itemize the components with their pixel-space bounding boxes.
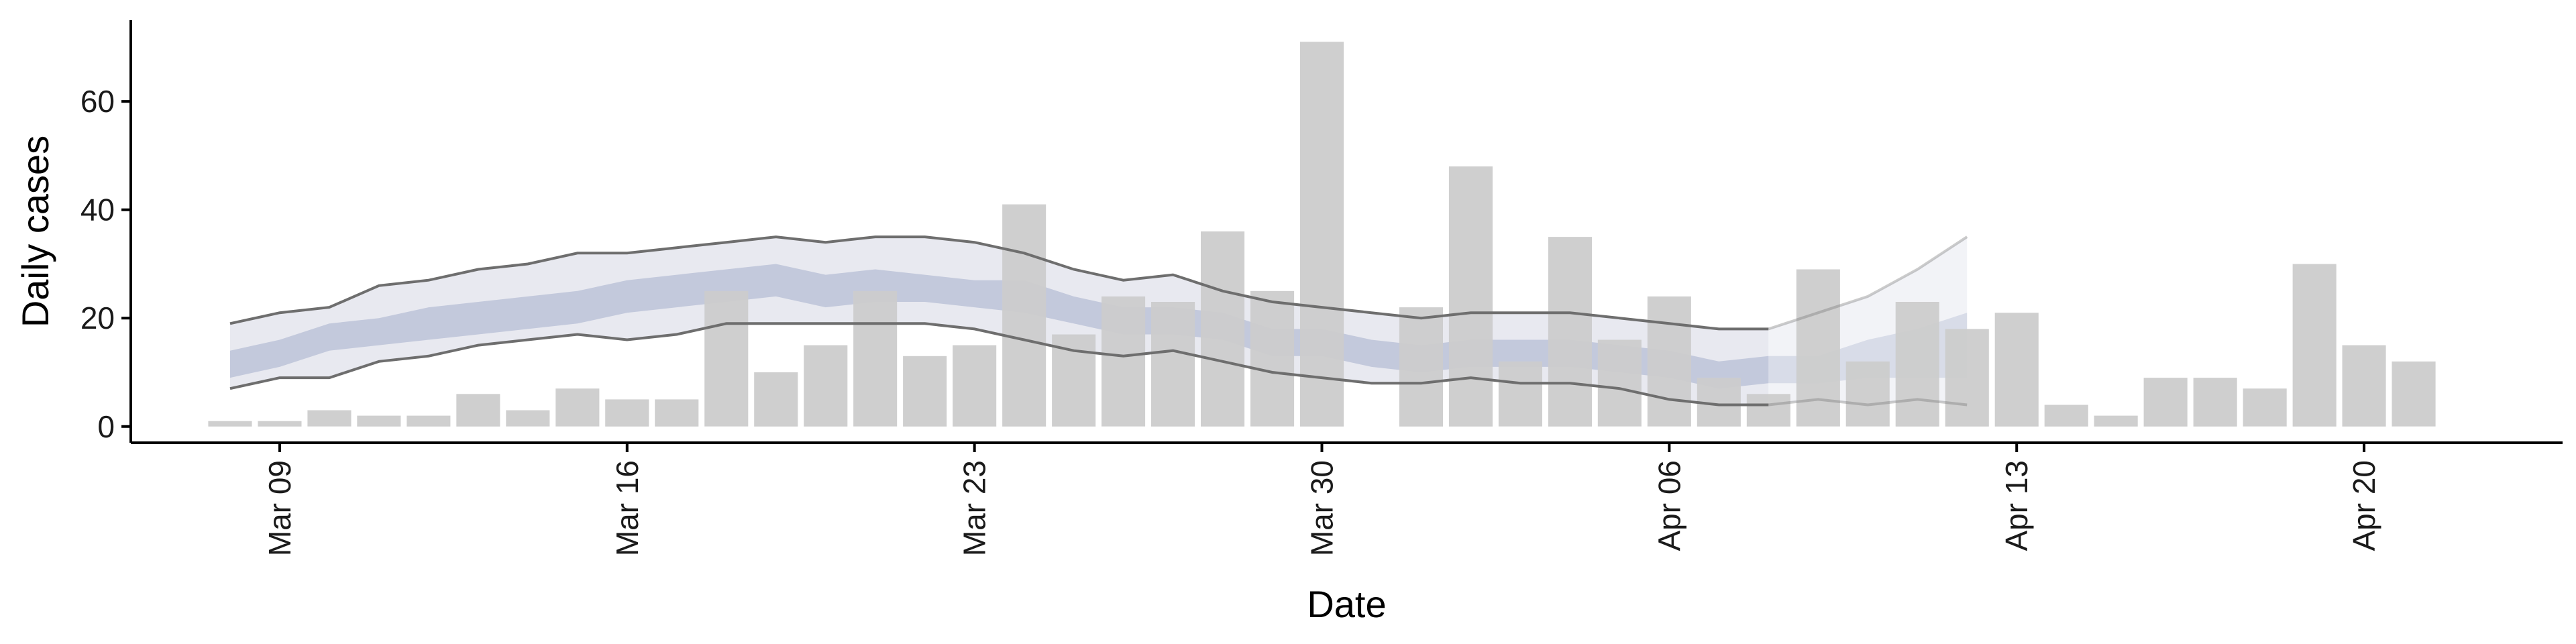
bar-2020-03-15: [555, 388, 600, 427]
x-tick-label-2020-04-20: Apr 20: [2347, 460, 2381, 551]
bar-2020-03-14: [506, 410, 550, 427]
bar-2020-03-13: [456, 394, 500, 427]
bar-2020-03-10: [307, 410, 352, 427]
x-tick-label-2020-04-13: Apr 13: [1999, 460, 2034, 551]
bar-2020-03-17: [655, 399, 699, 427]
x-axis-title: Date: [1307, 583, 1386, 625]
bar-2020-03-26: [1102, 296, 1146, 427]
bar-2020-04-04: [1548, 237, 1592, 427]
bar-2020-03-20: [804, 345, 848, 427]
x-tick-label-2020-03-09: Mar 09: [262, 460, 297, 556]
bar-2020-04-11: [1895, 302, 1939, 427]
bar-2020-03-24: [1002, 204, 1046, 427]
bar-2020-03-09: [258, 421, 302, 427]
bar-2020-04-13: [1994, 313, 2039, 427]
x-tick-label-2020-03-23: Mar 23: [957, 460, 992, 556]
x-tick-label-2020-03-16: Mar 16: [610, 460, 645, 556]
bar-2020-04-01: [1399, 307, 1443, 427]
projection-bound-lines: [229, 235, 1968, 407]
bar-2020-04-14: [2044, 405, 2088, 427]
x-tick-label-2020-03-30: Mar 30: [1305, 460, 1340, 556]
y-tick-label-20: 20: [80, 301, 115, 335]
bar-2020-04-09: [1796, 269, 1840, 427]
bar-2020-04-12: [1945, 329, 1989, 427]
bar-2020-04-17: [2193, 378, 2237, 427]
bar-2020-03-27: [1151, 302, 1195, 427]
inner-band: [230, 264, 1769, 389]
bar-2020-03-12: [407, 415, 451, 427]
x-tick-label-2020-04-06: Apr 06: [1652, 460, 1686, 551]
bar-2020-03-21: [853, 290, 898, 427]
outer-lower-line: [229, 322, 1769, 407]
bar-2020-04-08: [1746, 394, 1790, 427]
bar-2020-04-10: [1845, 361, 1890, 427]
bar-2020-04-03: [1498, 361, 1542, 427]
y-axis-ticks: 0 20 40 60: [80, 84, 131, 444]
bar-2020-03-22: [903, 356, 947, 427]
bar-2020-04-20: [2342, 345, 2386, 427]
y-tick-label-0: 0: [97, 409, 115, 444]
axes: [129, 20, 2563, 444]
bar-2020-04-02: [1448, 166, 1493, 427]
outer-upper-line-faded: [1768, 235, 1968, 331]
daily-case-bars: [208, 42, 2436, 427]
bar-2020-03-29: [1250, 290, 1295, 427]
bar-2020-04-19: [2292, 264, 2337, 427]
y-axis-title: Daily cases: [14, 136, 56, 327]
bar-2020-03-23: [953, 345, 997, 427]
bar-2020-03-19: [754, 372, 798, 427]
x-axis-ticks: Mar 09 Mar 16 Mar 23 Mar 30 Apr 06 Apr 13 Apr …: [262, 443, 2381, 556]
bar-2020-03-08: [208, 421, 252, 427]
outer-lower-line-faded: [1768, 398, 1968, 407]
bar-2020-04-06: [1647, 296, 1691, 427]
bar-2020-04-18: [2243, 388, 2287, 427]
bar-2020-03-28: [1201, 231, 1245, 427]
bar-2020-03-11: [357, 415, 401, 427]
bar-2020-04-05: [1597, 339, 1642, 427]
bar-2020-03-16: [605, 399, 649, 427]
y-tick-label-40: 40: [80, 193, 115, 227]
bar-2020-04-16: [2143, 378, 2188, 427]
outer-upper-line: [229, 235, 1769, 331]
bar-2020-04-15: [2094, 415, 2138, 427]
bar-2020-03-18: [704, 290, 749, 427]
y-tick-label-60: 60: [80, 84, 115, 119]
bar-2020-03-30: [1300, 42, 1344, 427]
bar-2020-04-21: [2392, 361, 2436, 427]
